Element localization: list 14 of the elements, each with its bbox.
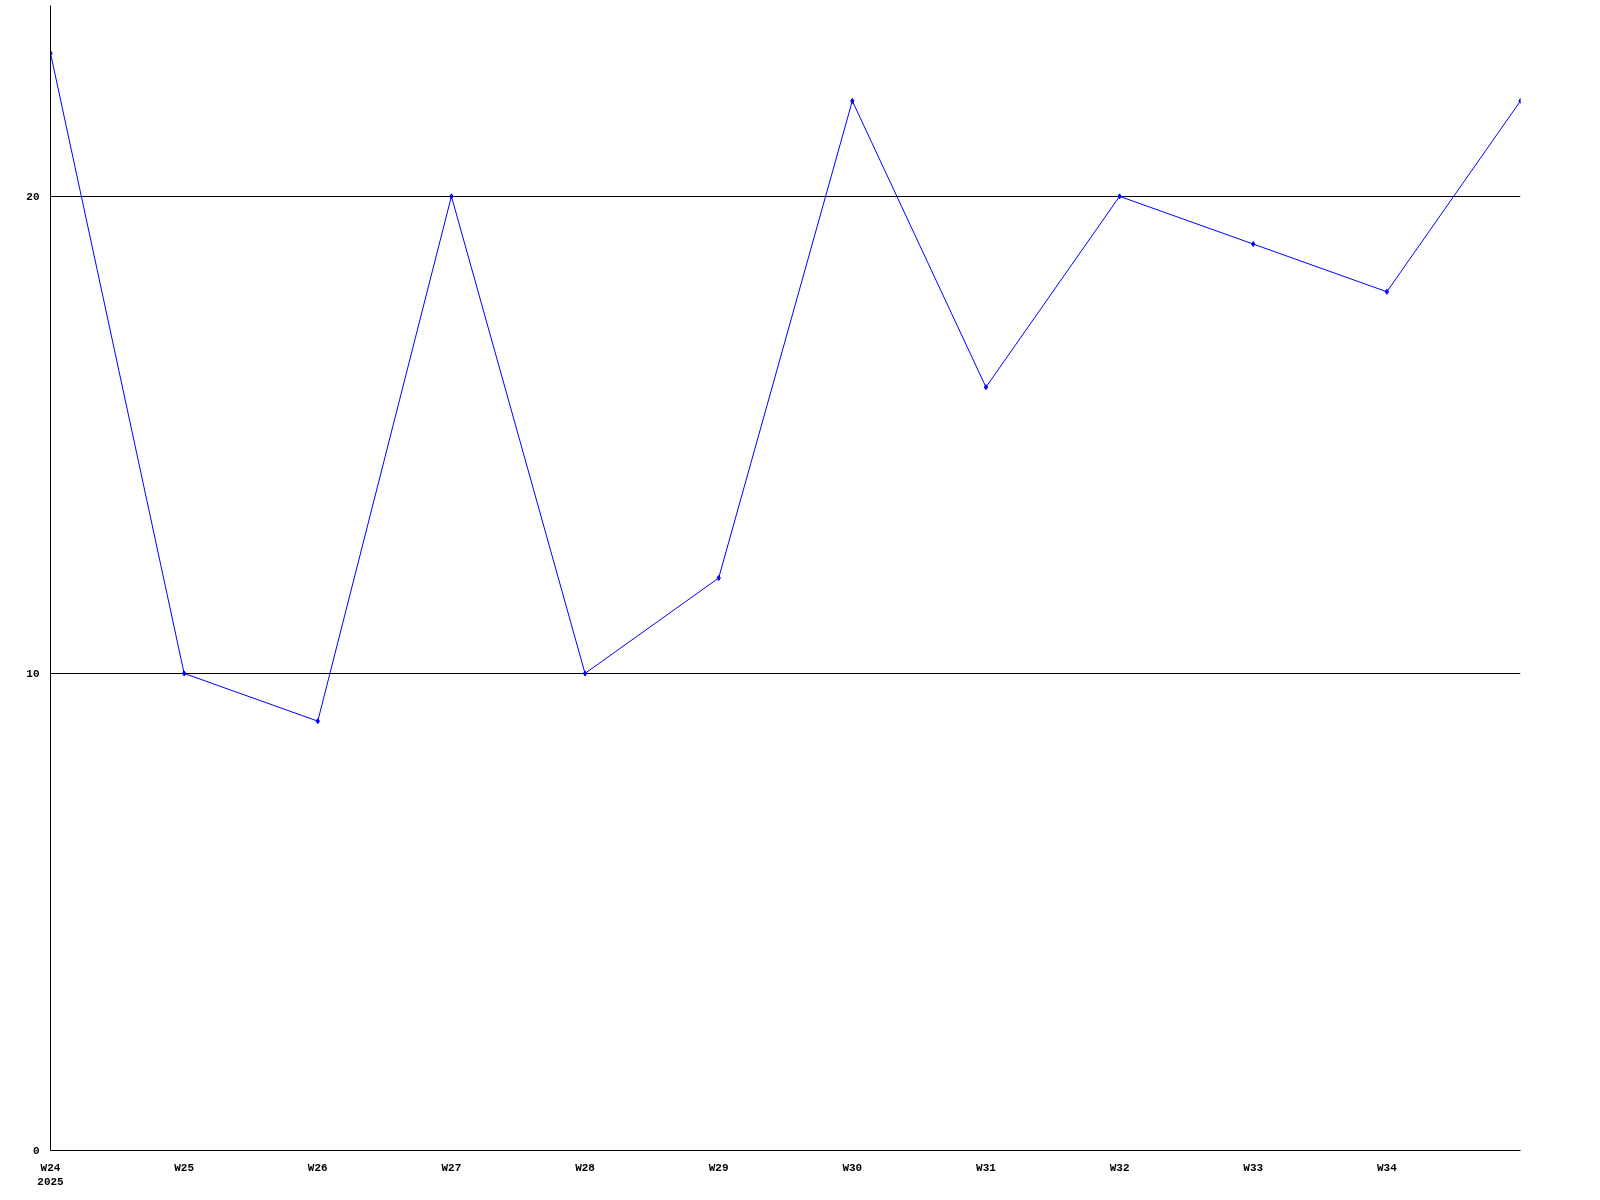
x-tick-label: W34 <box>1376 1161 1398 1174</box>
x-tick-label: W26 <box>307 1161 328 1174</box>
x-tick-label: W24 2025 <box>37 1161 65 1188</box>
y-tick-label: 10 <box>26 667 40 680</box>
x-tick-label: W27 <box>441 1161 462 1174</box>
x-tick-label: W32 <box>1109 1161 1130 1174</box>
x-tick-label: W33 <box>1243 1161 1264 1174</box>
x-tick-label: W31 <box>976 1161 997 1174</box>
x-tick-label: W28 <box>575 1161 596 1174</box>
x-tick-label: W29 <box>708 1161 729 1174</box>
x-tick-label: W30 <box>842 1161 863 1174</box>
y-tick-label: 0 <box>32 1145 40 1157</box>
x-tick-label: W25 <box>174 1161 195 1174</box>
y-tick-label: 20 <box>26 190 40 203</box>
